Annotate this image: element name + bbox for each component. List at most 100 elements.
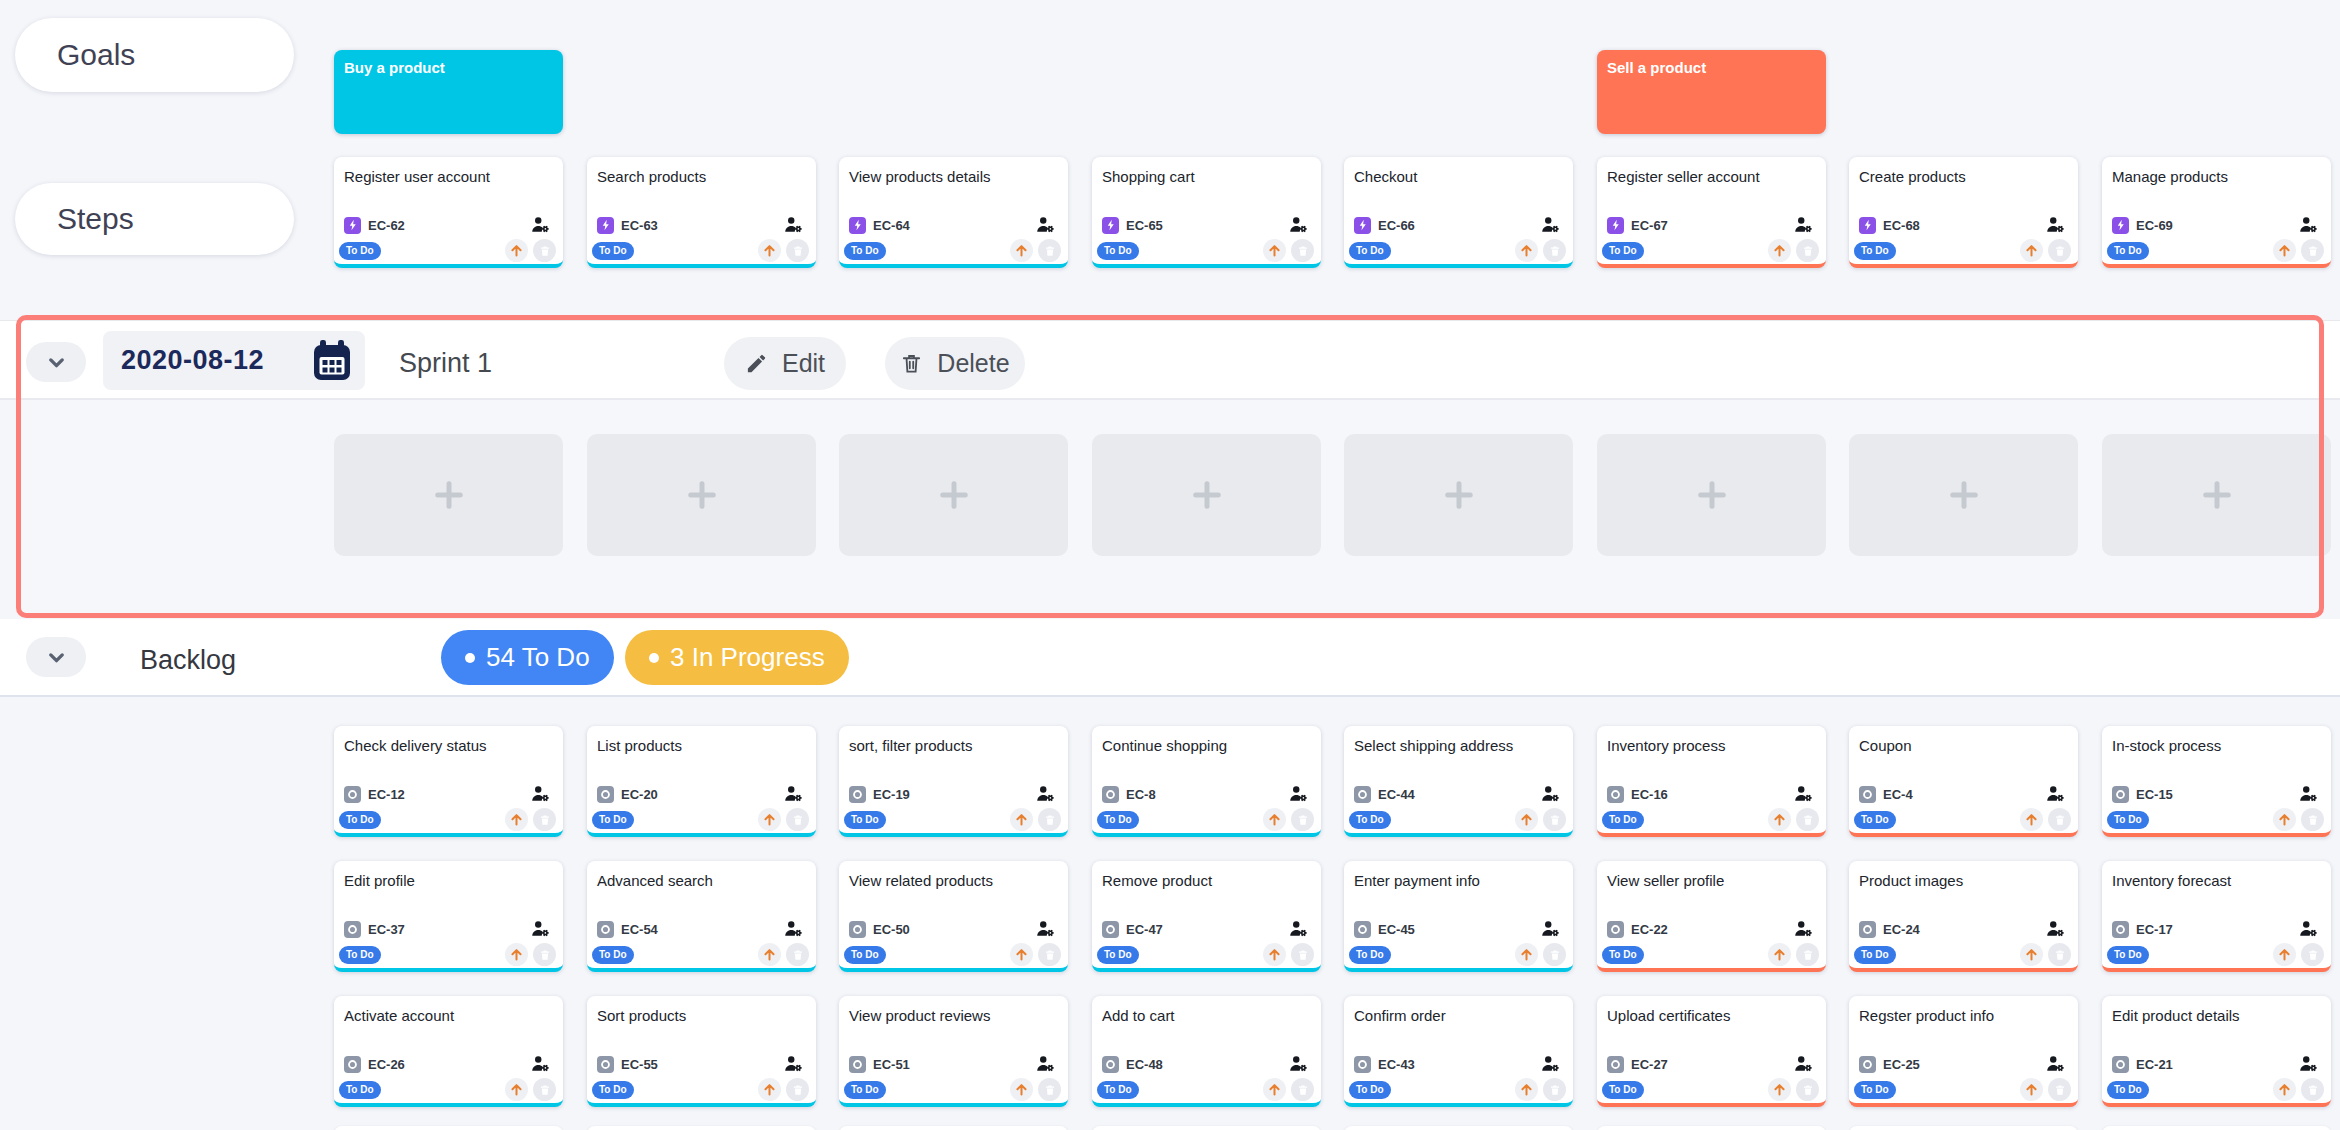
assignee-button[interactable]: [1289, 920, 1308, 938]
assignee-button[interactable]: [531, 920, 550, 938]
priority-button[interactable]: [758, 239, 781, 262]
backlog-card[interactable]: CouponEC-4To Do: [1849, 726, 2078, 837]
sprint-date-picker[interactable]: 2020-08-12: [103, 331, 365, 390]
backlog-card[interactable]: List productsEC-20To Do: [587, 726, 816, 837]
card-delete-button[interactable]: [1038, 239, 1061, 262]
backlog-card[interactable]: Inventory processEC-16To Do: [1597, 726, 1826, 837]
backlog-card-partial[interactable]: [1597, 1126, 1826, 1130]
assignee-button[interactable]: [2299, 1055, 2318, 1073]
priority-button[interactable]: [1263, 943, 1286, 966]
assignee-button[interactable]: [1541, 920, 1560, 938]
assignee-button[interactable]: [1289, 216, 1308, 234]
assignee-button[interactable]: [2046, 785, 2065, 803]
backlog-card-partial[interactable]: [1092, 1126, 1321, 1130]
backlog-card-partial[interactable]: [2102, 1126, 2331, 1130]
assignee-button[interactable]: [784, 216, 803, 234]
backlog-card-partial[interactable]: [334, 1126, 563, 1130]
priority-button[interactable]: [2020, 943, 2043, 966]
backlog-todo-counter[interactable]: 54 To Do: [441, 630, 614, 685]
sprint-add-slot[interactable]: [1344, 434, 1573, 556]
assignee-button[interactable]: [2046, 1055, 2065, 1073]
card-delete-button[interactable]: [1796, 239, 1819, 262]
assignee-button[interactable]: [1794, 216, 1813, 234]
priority-button[interactable]: [1010, 1078, 1033, 1101]
assignee-button[interactable]: [1036, 1055, 1055, 1073]
backlog-card[interactable]: Check delivery statusEC-12To Do: [334, 726, 563, 837]
backlog-card[interactable]: Activate accountEC-26To Do: [334, 996, 563, 1107]
backlog-card-partial[interactable]: [839, 1126, 1068, 1130]
sprint-add-slot[interactable]: [1849, 434, 2078, 556]
card-delete-button[interactable]: [786, 943, 809, 966]
card-delete-button[interactable]: [1543, 943, 1566, 966]
priority-button[interactable]: [1263, 239, 1286, 262]
backlog-inprogress-counter[interactable]: 3 In Progress: [625, 630, 849, 685]
backlog-collapse-button[interactable]: [26, 637, 86, 677]
sprint-delete-button[interactable]: Delete: [885, 337, 1025, 390]
priority-button[interactable]: [1768, 808, 1791, 831]
assignee-button[interactable]: [1541, 1055, 1560, 1073]
backlog-card[interactable]: Upload certificatesEC-27To Do: [1597, 996, 1826, 1107]
assignee-button[interactable]: [1036, 216, 1055, 234]
step-card[interactable]: CheckoutEC-66To Do: [1344, 157, 1573, 268]
priority-button[interactable]: [505, 239, 528, 262]
priority-button[interactable]: [2273, 943, 2296, 966]
card-delete-button[interactable]: [2301, 1078, 2324, 1101]
assignee-button[interactable]: [784, 920, 803, 938]
backlog-card[interactable]: Sort productsEC-55To Do: [587, 996, 816, 1107]
priority-button[interactable]: [2273, 808, 2296, 831]
priority-button[interactable]: [1010, 943, 1033, 966]
priority-button[interactable]: [1010, 808, 1033, 831]
priority-button[interactable]: [1515, 1078, 1538, 1101]
card-delete-button[interactable]: [1796, 943, 1819, 966]
card-delete-button[interactable]: [1038, 1078, 1061, 1101]
priority-button[interactable]: [1768, 239, 1791, 262]
priority-button[interactable]: [1515, 239, 1538, 262]
sprint-add-slot[interactable]: [587, 434, 816, 556]
card-delete-button[interactable]: [1291, 1078, 1314, 1101]
step-card[interactable]: Register seller accountEC-67To Do: [1597, 157, 1826, 268]
assignee-button[interactable]: [2046, 216, 2065, 234]
priority-button[interactable]: [758, 1078, 781, 1101]
card-delete-button[interactable]: [1291, 943, 1314, 966]
assignee-button[interactable]: [1289, 785, 1308, 803]
backlog-card[interactable]: View seller profileEC-22To Do: [1597, 861, 1826, 972]
sprint-add-slot[interactable]: [334, 434, 563, 556]
priority-button[interactable]: [1768, 943, 1791, 966]
priority-button[interactable]: [505, 1078, 528, 1101]
assignee-button[interactable]: [1794, 1055, 1813, 1073]
step-card[interactable]: View products detailsEC-64To Do: [839, 157, 1068, 268]
lane-steps-pill[interactable]: Steps: [15, 183, 294, 255]
assignee-button[interactable]: [531, 216, 550, 234]
assignee-button[interactable]: [1541, 785, 1560, 803]
priority-button[interactable]: [1768, 1078, 1791, 1101]
assignee-button[interactable]: [531, 1055, 550, 1073]
assignee-button[interactable]: [2299, 785, 2318, 803]
goal-card[interactable]: Sell a product: [1597, 50, 1826, 134]
card-delete-button[interactable]: [2301, 808, 2324, 831]
sprint-add-slot[interactable]: [1597, 434, 1826, 556]
backlog-card[interactable]: Edit profileEC-37To Do: [334, 861, 563, 972]
card-delete-button[interactable]: [533, 808, 556, 831]
priority-button[interactable]: [758, 943, 781, 966]
card-delete-button[interactable]: [2048, 239, 2071, 262]
backlog-card[interactable]: In-stock processEC-15To Do: [2102, 726, 2331, 837]
card-delete-button[interactable]: [1796, 1078, 1819, 1101]
assignee-button[interactable]: [2299, 920, 2318, 938]
card-delete-button[interactable]: [1291, 808, 1314, 831]
priority-button[interactable]: [505, 808, 528, 831]
card-delete-button[interactable]: [2048, 1078, 2071, 1101]
priority-button[interactable]: [2020, 239, 2043, 262]
backlog-card[interactable]: sort, filter productsEC-19To Do: [839, 726, 1068, 837]
card-delete-button[interactable]: [786, 1078, 809, 1101]
card-delete-button[interactable]: [1291, 239, 1314, 262]
step-card[interactable]: Shopping cartEC-65To Do: [1092, 157, 1321, 268]
step-card[interactable]: Register user accountEC-62To Do: [334, 157, 563, 268]
backlog-card[interactable]: Inventory forecastEC-17To Do: [2102, 861, 2331, 972]
card-delete-button[interactable]: [1038, 808, 1061, 831]
card-delete-button[interactable]: [1038, 943, 1061, 966]
priority-button[interactable]: [1515, 943, 1538, 966]
priority-button[interactable]: [2273, 1078, 2296, 1101]
assignee-button[interactable]: [784, 1055, 803, 1073]
card-delete-button[interactable]: [1543, 808, 1566, 831]
card-delete-button[interactable]: [533, 239, 556, 262]
